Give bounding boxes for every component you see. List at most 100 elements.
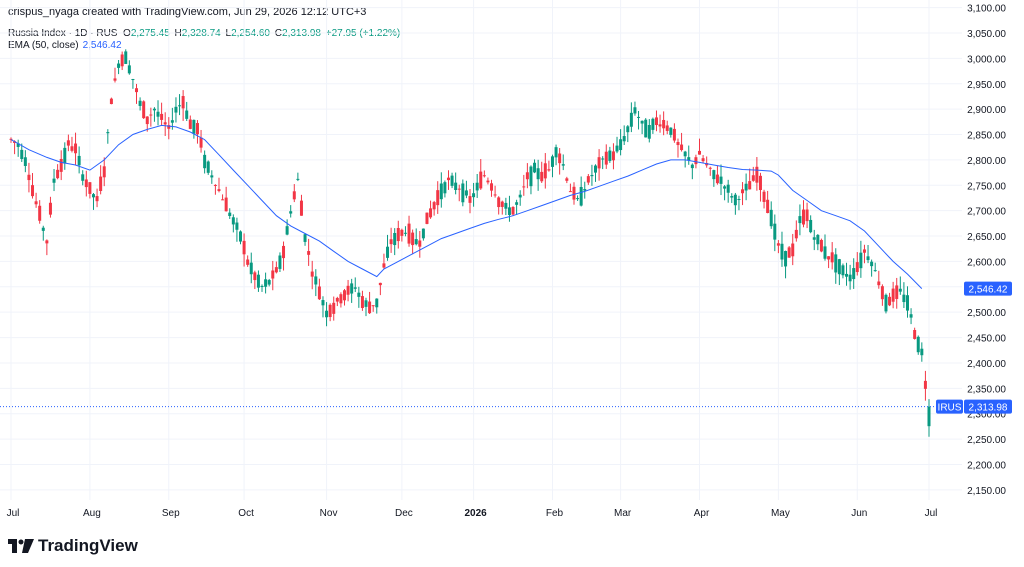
candle-body [425, 212, 429, 224]
candle-body [260, 285, 264, 287]
candle-body [106, 132, 110, 134]
candle-body [421, 228, 425, 239]
last-price-tag-label: 2,313.98 [969, 403, 1008, 414]
candle-body [95, 196, 99, 202]
candle-body [737, 199, 741, 201]
candle-body [708, 167, 712, 169]
candle-body [766, 199, 770, 214]
candle-body [131, 79, 135, 81]
candle-body [48, 202, 52, 215]
candle-body [317, 286, 321, 300]
candle-body [310, 271, 314, 277]
candle-body [701, 158, 705, 162]
candle-body [540, 171, 544, 182]
candle-body [34, 201, 38, 205]
candle-body [819, 239, 823, 252]
candle-body [913, 329, 917, 339]
candle-body [188, 119, 192, 129]
candle-body [45, 240, 49, 244]
candle-body [242, 240, 246, 255]
candle-body [780, 243, 784, 260]
candle-body [167, 125, 171, 129]
low-value: 2,254.60 [231, 28, 270, 39]
open-label: O [123, 28, 131, 39]
candle-body [751, 175, 755, 181]
candle-body [554, 147, 558, 158]
symbol-legend[interactable]: Russia Index · 1D · RUS O2,275.45 H2,328… [8, 28, 402, 39]
candle-body [651, 118, 655, 130]
candle-body [848, 274, 852, 282]
y-tick-label: 2,850.00 [967, 131, 1006, 142]
candle-body [213, 184, 217, 186]
candle-body [364, 300, 368, 307]
candle-body [905, 295, 909, 311]
y-tick-label: 3,050.00 [967, 29, 1006, 40]
price-axis[interactable]: 3,100.00 3,050.00 3,000.00 2,950.00 2,900.00… [967, 4, 1006, 497]
x-tick-label: Jul [925, 508, 938, 519]
candle-body [579, 186, 583, 206]
candle-body [543, 163, 547, 179]
candle-body [873, 270, 877, 272]
candle-body [547, 169, 551, 171]
candle-body [350, 283, 354, 294]
candle-body [411, 232, 415, 246]
high-value: 2,328.74 [181, 28, 221, 39]
candle-body [558, 153, 562, 164]
candle-body [920, 348, 924, 356]
candle-body [461, 183, 465, 203]
candle-body [414, 239, 418, 245]
candle-body [109, 98, 113, 105]
candle-body [124, 51, 128, 64]
candle-body [464, 190, 468, 196]
grid [0, 0, 962, 500]
candle-body [407, 223, 411, 244]
candle-body [314, 276, 318, 285]
time-axis[interactable]: Jul Aug Sep Oct Nov Dec 2026 Feb Mar Apr May Jun Jul [7, 508, 938, 519]
candle-body [845, 273, 849, 277]
candle-body [256, 274, 260, 288]
candle-body [335, 297, 339, 302]
candle-body [662, 119, 666, 129]
candle-body [66, 140, 70, 146]
candle-body [235, 222, 239, 230]
candle-body [56, 169, 60, 179]
ema-price-tag [964, 281, 1012, 296]
ema-price-tag-label: 2,546.42 [969, 285, 1008, 296]
candle-body [152, 108, 156, 111]
candle-body [594, 165, 598, 173]
candle-body [676, 142, 680, 146]
candle-body [282, 245, 286, 259]
candle-body [285, 226, 289, 235]
candle-body [741, 189, 745, 194]
candle-body [665, 125, 669, 131]
candle-body [590, 174, 594, 177]
candle-body [647, 125, 651, 139]
candle-body [38, 205, 42, 221]
candle-body [396, 228, 400, 242]
candle-body [27, 174, 31, 181]
candle-body [267, 280, 271, 285]
ema-legend[interactable]: EMA (50, close) 2,546.42 [8, 40, 122, 51]
candle-body [898, 288, 902, 292]
x-tick-label: Jul [7, 508, 20, 519]
candle-body [195, 123, 199, 135]
candle-body [278, 255, 282, 269]
candle-body [486, 180, 490, 183]
x-tick-label: May [771, 508, 790, 519]
candle-body [170, 120, 174, 123]
candle-body [805, 209, 809, 222]
candle-body [604, 151, 608, 165]
candle-body [626, 126, 630, 133]
y-tick-label: 2,600.00 [967, 257, 1006, 268]
candle-body [622, 136, 626, 142]
candle-body [436, 190, 440, 206]
candle-body [798, 216, 802, 224]
candle-body [20, 149, 24, 159]
candle-body [59, 158, 63, 172]
candle-body [619, 139, 623, 151]
candle-body [23, 157, 27, 166]
candle-body [468, 196, 472, 203]
candle-body [102, 166, 106, 178]
candle-body [274, 267, 278, 273]
